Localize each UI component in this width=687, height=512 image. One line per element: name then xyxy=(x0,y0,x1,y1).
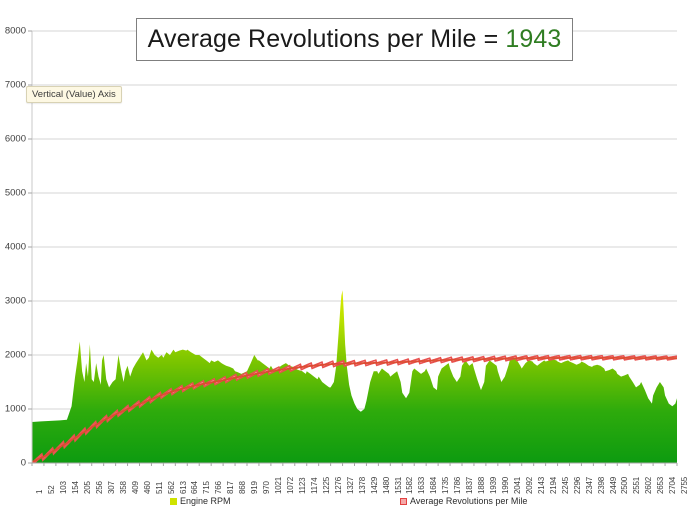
y-axis-tick-label: 1000 xyxy=(4,403,26,415)
y-axis-tick-label: 7000 xyxy=(4,79,26,91)
y-axis-labels: 0 1000 2000 3000 4000 5000 6000 7000 8000 xyxy=(0,0,26,512)
chart-title-value: 1943 xyxy=(505,25,562,53)
legend-swatch-icon-engine-rpm xyxy=(170,497,177,505)
y-axis-tick-label: 3000 xyxy=(4,295,26,307)
chart-title-prefix: Average Revolutions per Mile = xyxy=(147,25,506,53)
y-axis-tick-label: 4000 xyxy=(4,241,26,253)
vertical-axis-tooltip-label: Vertical (Value) Axis xyxy=(32,89,116,100)
y-axis-tick-label: 0 xyxy=(20,457,26,469)
y-axis-tick-label: 8000 xyxy=(4,25,26,37)
chart-title-box: Average Revolutions per Mile = 1943 xyxy=(136,18,573,61)
x-tick-marks xyxy=(31,463,678,466)
legend-swatch-icon-average-revolutions-per-mile xyxy=(400,497,407,505)
chart-legend: Engine RPM Average Revolutions per Mile xyxy=(0,496,687,512)
y-axis-tick-label: 5000 xyxy=(4,187,26,199)
legend-label-engine-rpm: Engine RPM xyxy=(180,496,231,506)
series-avg-rpm-trend xyxy=(32,356,677,463)
vertical-axis-tooltip: Vertical (Value) Axis xyxy=(26,86,122,103)
chart-title: Average Revolutions per Mile = 1943 xyxy=(148,25,562,54)
legend-label-average-revolutions-per-mile: Average Revolutions per Mile xyxy=(410,496,528,506)
series-engine-rpm-area xyxy=(32,290,677,463)
legend-item-average-revolutions-per-mile[interactable]: Average Revolutions per Mile xyxy=(400,496,527,506)
y-axis-tick-label: 6000 xyxy=(4,133,26,145)
y-axis-tick-label: 2000 xyxy=(4,349,26,361)
y-tick-marks xyxy=(28,30,32,464)
legend-item-engine-rpm[interactable]: Engine RPM xyxy=(170,496,231,506)
